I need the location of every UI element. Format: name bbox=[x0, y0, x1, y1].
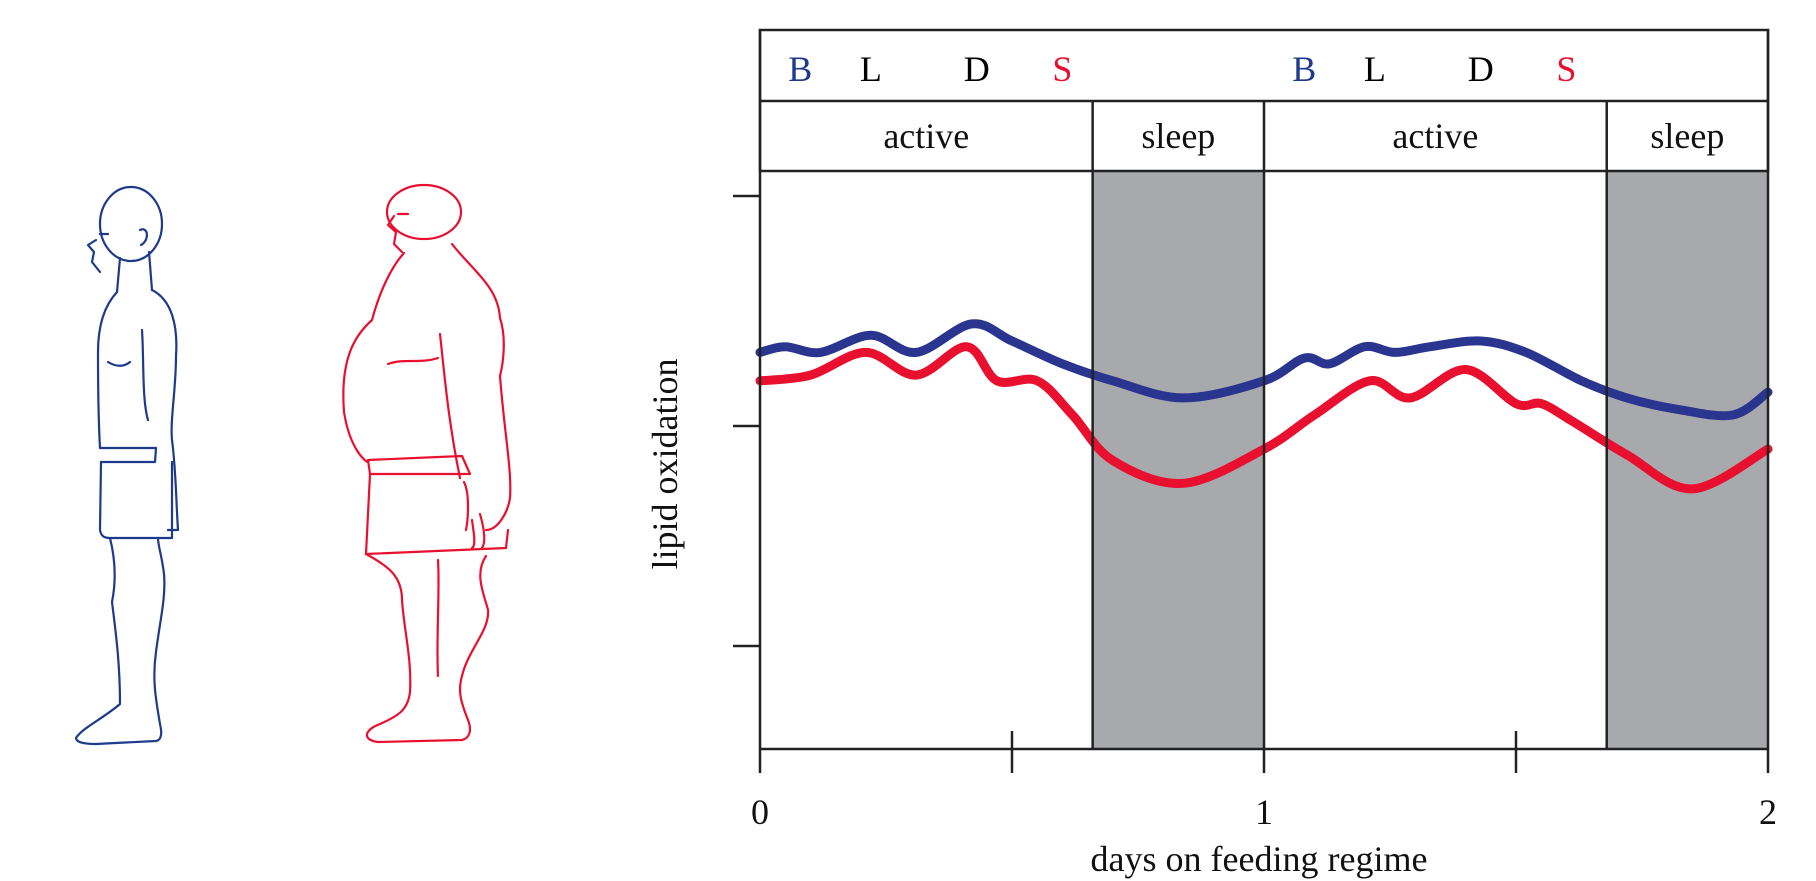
phase-label-sleep-4: sleep bbox=[1650, 116, 1724, 156]
meal-marker-l-2: L bbox=[860, 49, 882, 89]
meal-marker-s-4: S bbox=[1052, 49, 1072, 89]
obese-series-line bbox=[755, 342, 1773, 494]
x-tick-label-1: 1 bbox=[1255, 792, 1273, 832]
phase-label-active-3: active bbox=[1392, 116, 1478, 156]
x-tick-label-0: 0 bbox=[751, 792, 769, 832]
x-axis-label: days on feeding regime bbox=[1091, 839, 1428, 879]
meal-marker-l-6: L bbox=[1364, 49, 1386, 89]
axes: 0 1 2 bbox=[733, 194, 1777, 832]
y-axis-label: lipid oxidation bbox=[645, 359, 685, 570]
meal-marker-d-7: D bbox=[1468, 49, 1494, 89]
phase-labels: active sleep active sleep bbox=[883, 116, 1724, 156]
series-layer bbox=[755, 319, 1773, 494]
meal-marker-b-5: B bbox=[1292, 49, 1316, 89]
lean-series-line bbox=[755, 319, 1773, 421]
x-tick-label-2: 2 bbox=[1759, 792, 1777, 832]
meal-marker-s-8: S bbox=[1556, 49, 1576, 89]
meal-marker-d-3: D bbox=[964, 49, 990, 89]
lean-person-icon bbox=[74, 185, 180, 746]
phase-label-active-1: active bbox=[883, 116, 969, 156]
sleep-phase-shading bbox=[1092, 171, 1768, 749]
lipid-oxidation-chart: B L D S B L D S active sleep active sleep 0 1 2 days… bbox=[645, 28, 1777, 879]
obese-person-icon bbox=[342, 183, 512, 744]
phase-label-sleep-2: sleep bbox=[1141, 116, 1215, 156]
meal-marker-b-1: B bbox=[788, 49, 812, 89]
